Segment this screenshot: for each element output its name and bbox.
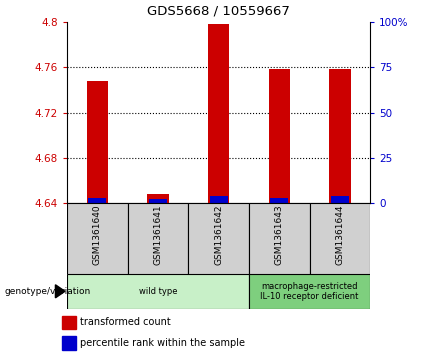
Bar: [249, 203, 310, 274]
Bar: [270, 197, 288, 203]
Text: GSM1361643: GSM1361643: [275, 205, 284, 265]
Bar: [210, 196, 228, 203]
Bar: [61, 315, 76, 329]
Bar: [128, 203, 188, 274]
Text: GSM1361640: GSM1361640: [93, 205, 102, 265]
Bar: [61, 337, 76, 350]
Text: GSM1361642: GSM1361642: [214, 205, 223, 265]
Bar: [249, 274, 370, 309]
Bar: [147, 194, 169, 203]
Bar: [310, 203, 370, 274]
Bar: [188, 203, 249, 274]
Title: GDS5668 / 10559667: GDS5668 / 10559667: [147, 5, 290, 18]
Bar: [88, 197, 107, 203]
Text: GSM1361644: GSM1361644: [336, 205, 344, 265]
Bar: [329, 69, 350, 203]
Text: wild type: wild type: [139, 287, 177, 296]
Bar: [87, 81, 108, 203]
Bar: [331, 196, 349, 203]
Polygon shape: [55, 285, 65, 298]
Text: macrophage-restricted
IL-10 receptor deficient: macrophage-restricted IL-10 receptor def…: [260, 282, 359, 301]
Bar: [268, 69, 290, 203]
Bar: [208, 24, 229, 203]
Text: genotype/variation: genotype/variation: [4, 287, 90, 296]
Text: transformed count: transformed count: [80, 317, 171, 327]
Bar: [67, 203, 128, 274]
Text: GSM1361641: GSM1361641: [154, 205, 162, 265]
Bar: [67, 274, 249, 309]
Text: percentile rank within the sample: percentile rank within the sample: [80, 338, 245, 348]
Bar: [149, 199, 167, 203]
